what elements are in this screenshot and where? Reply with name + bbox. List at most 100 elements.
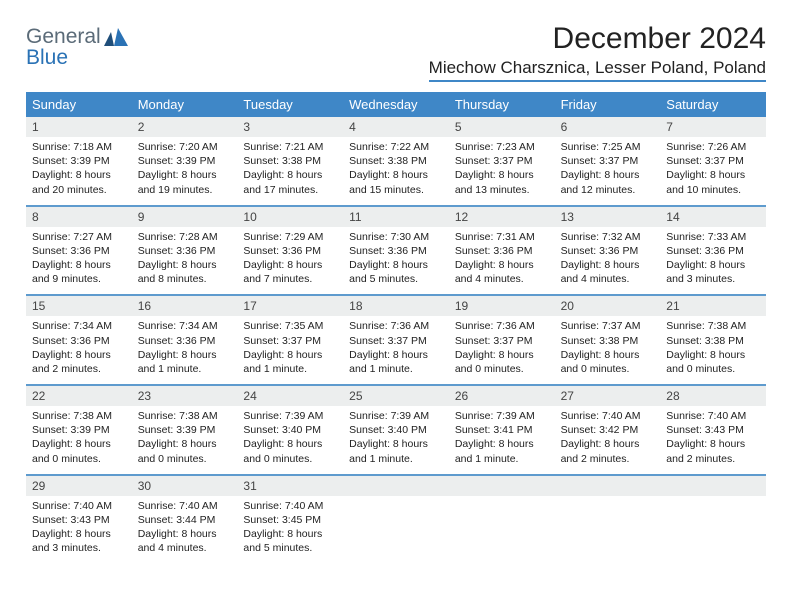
day-header: Saturday: [660, 92, 766, 117]
sunrise-line: Sunrise: 7:33 AM: [666, 230, 760, 244]
sunset-line: Sunset: 3:39 PM: [138, 423, 232, 437]
day-number: 7: [660, 117, 766, 137]
day-cell: 7Sunrise: 7:26 AMSunset: 3:37 PMDaylight…: [660, 117, 766, 205]
sunrise-line: Sunrise: 7:28 AM: [138, 230, 232, 244]
week-row: 15Sunrise: 7:34 AMSunset: 3:36 PMDayligh…: [26, 296, 766, 386]
day-number: 17: [237, 296, 343, 316]
day-cell: 17Sunrise: 7:35 AMSunset: 3:37 PMDayligh…: [237, 296, 343, 384]
sunset-line: Sunset: 3:37 PM: [561, 154, 655, 168]
sunset-line: Sunset: 3:38 PM: [243, 154, 337, 168]
sunrise-line: Sunrise: 7:23 AM: [455, 140, 549, 154]
sunset-line: Sunset: 3:37 PM: [455, 154, 549, 168]
sunset-line: Sunset: 3:38 PM: [349, 154, 443, 168]
daylight-line: Daylight: 8 hours and 17 minutes.: [243, 168, 337, 196]
day-number: 15: [26, 296, 132, 316]
day-cell: 4Sunrise: 7:22 AMSunset: 3:38 PMDaylight…: [343, 117, 449, 205]
sunset-line: Sunset: 3:36 PM: [32, 334, 126, 348]
sunrise-line: Sunrise: 7:30 AM: [349, 230, 443, 244]
day-cell: 3Sunrise: 7:21 AMSunset: 3:38 PMDaylight…: [237, 117, 343, 205]
sunset-line: Sunset: 3:38 PM: [561, 334, 655, 348]
day-cell: 26Sunrise: 7:39 AMSunset: 3:41 PMDayligh…: [449, 386, 555, 474]
week-row: 22Sunrise: 7:38 AMSunset: 3:39 PMDayligh…: [26, 386, 766, 476]
day-number: 28: [660, 386, 766, 406]
sunrise-line: Sunrise: 7:38 AM: [138, 409, 232, 423]
week-row: 29Sunrise: 7:40 AMSunset: 3:43 PMDayligh…: [26, 476, 766, 564]
day-cell: 12Sunrise: 7:31 AMSunset: 3:36 PMDayligh…: [449, 207, 555, 295]
daylight-line: Daylight: 8 hours and 9 minutes.: [32, 258, 126, 286]
day-cell: 8Sunrise: 7:27 AMSunset: 3:36 PMDaylight…: [26, 207, 132, 295]
day-number: 29: [26, 476, 132, 496]
day-number: 23: [132, 386, 238, 406]
day-number: 2: [132, 117, 238, 137]
day-number: 5: [449, 117, 555, 137]
sunrise-line: Sunrise: 7:38 AM: [32, 409, 126, 423]
sunset-line: Sunset: 3:36 PM: [349, 244, 443, 258]
daylight-line: Daylight: 8 hours and 2 minutes.: [32, 348, 126, 376]
day-cell: 9Sunrise: 7:28 AMSunset: 3:36 PMDaylight…: [132, 207, 238, 295]
day-number: 26: [449, 386, 555, 406]
day-cell: 14Sunrise: 7:33 AMSunset: 3:36 PMDayligh…: [660, 207, 766, 295]
day-header: Monday: [132, 92, 238, 117]
day-number: 13: [555, 207, 661, 227]
sunrise-line: Sunrise: 7:38 AM: [666, 319, 760, 333]
day-header: Thursday: [449, 92, 555, 117]
day-number: 10: [237, 207, 343, 227]
header: General Blue December 2024 Miechow Chars…: [26, 22, 766, 82]
day-cell: 10Sunrise: 7:29 AMSunset: 3:36 PMDayligh…: [237, 207, 343, 295]
logo-text-gray: General: [26, 25, 101, 48]
day-number: 8: [26, 207, 132, 227]
sunset-line: Sunset: 3:36 PM: [243, 244, 337, 258]
daylight-line: Daylight: 8 hours and 20 minutes.: [32, 168, 126, 196]
day-header-row: SundayMondayTuesdayWednesdayThursdayFrid…: [26, 92, 766, 117]
daylight-line: Daylight: 8 hours and 0 minutes.: [138, 437, 232, 465]
location-text: Miechow Charsznica, Lesser Poland, Polan…: [429, 58, 766, 82]
day-cell: 20Sunrise: 7:37 AMSunset: 3:38 PMDayligh…: [555, 296, 661, 384]
day-number: 16: [132, 296, 238, 316]
daylight-line: Daylight: 8 hours and 4 minutes.: [138, 527, 232, 555]
sunrise-line: Sunrise: 7:39 AM: [349, 409, 443, 423]
sunset-line: Sunset: 3:37 PM: [243, 334, 337, 348]
day-number: 30: [132, 476, 238, 496]
sunrise-line: Sunrise: 7:40 AM: [666, 409, 760, 423]
empty-cell: [555, 476, 661, 564]
day-number: 25: [343, 386, 449, 406]
day-number: 3: [237, 117, 343, 137]
daylight-line: Daylight: 8 hours and 5 minutes.: [243, 527, 337, 555]
day-cell: 24Sunrise: 7:39 AMSunset: 3:40 PMDayligh…: [237, 386, 343, 474]
daylight-line: Daylight: 8 hours and 10 minutes.: [666, 168, 760, 196]
daylight-line: Daylight: 8 hours and 0 minutes.: [455, 348, 549, 376]
sunset-line: Sunset: 3:40 PM: [243, 423, 337, 437]
day-number: 12: [449, 207, 555, 227]
daylight-line: Daylight: 8 hours and 1 minute.: [243, 348, 337, 376]
day-cell: 28Sunrise: 7:40 AMSunset: 3:43 PMDayligh…: [660, 386, 766, 474]
daylight-line: Daylight: 8 hours and 2 minutes.: [561, 437, 655, 465]
day-cell: 15Sunrise: 7:34 AMSunset: 3:36 PMDayligh…: [26, 296, 132, 384]
daylight-line: Daylight: 8 hours and 0 minutes.: [666, 348, 760, 376]
sunset-line: Sunset: 3:39 PM: [32, 423, 126, 437]
day-number: 31: [237, 476, 343, 496]
day-number: 1: [26, 117, 132, 137]
weeks-container: 1Sunrise: 7:18 AMSunset: 3:39 PMDaylight…: [26, 117, 766, 563]
sunset-line: Sunset: 3:39 PM: [138, 154, 232, 168]
sunset-line: Sunset: 3:41 PM: [455, 423, 549, 437]
day-header: Friday: [555, 92, 661, 117]
day-number: [343, 476, 449, 496]
sunset-line: Sunset: 3:37 PM: [349, 334, 443, 348]
day-number: 19: [449, 296, 555, 316]
sunset-line: Sunset: 3:36 PM: [138, 244, 232, 258]
sunrise-line: Sunrise: 7:39 AM: [455, 409, 549, 423]
daylight-line: Daylight: 8 hours and 7 minutes.: [243, 258, 337, 286]
sunrise-line: Sunrise: 7:32 AM: [561, 230, 655, 244]
sunset-line: Sunset: 3:38 PM: [666, 334, 760, 348]
empty-cell: [660, 476, 766, 564]
sunset-line: Sunset: 3:36 PM: [32, 244, 126, 258]
sunrise-line: Sunrise: 7:40 AM: [243, 499, 337, 513]
sunrise-line: Sunrise: 7:40 AM: [32, 499, 126, 513]
sunset-line: Sunset: 3:36 PM: [666, 244, 760, 258]
daylight-line: Daylight: 8 hours and 4 minutes.: [455, 258, 549, 286]
day-cell: 11Sunrise: 7:30 AMSunset: 3:36 PMDayligh…: [343, 207, 449, 295]
sunset-line: Sunset: 3:36 PM: [561, 244, 655, 258]
day-cell: 18Sunrise: 7:36 AMSunset: 3:37 PMDayligh…: [343, 296, 449, 384]
day-number: 20: [555, 296, 661, 316]
day-cell: 5Sunrise: 7:23 AMSunset: 3:37 PMDaylight…: [449, 117, 555, 205]
